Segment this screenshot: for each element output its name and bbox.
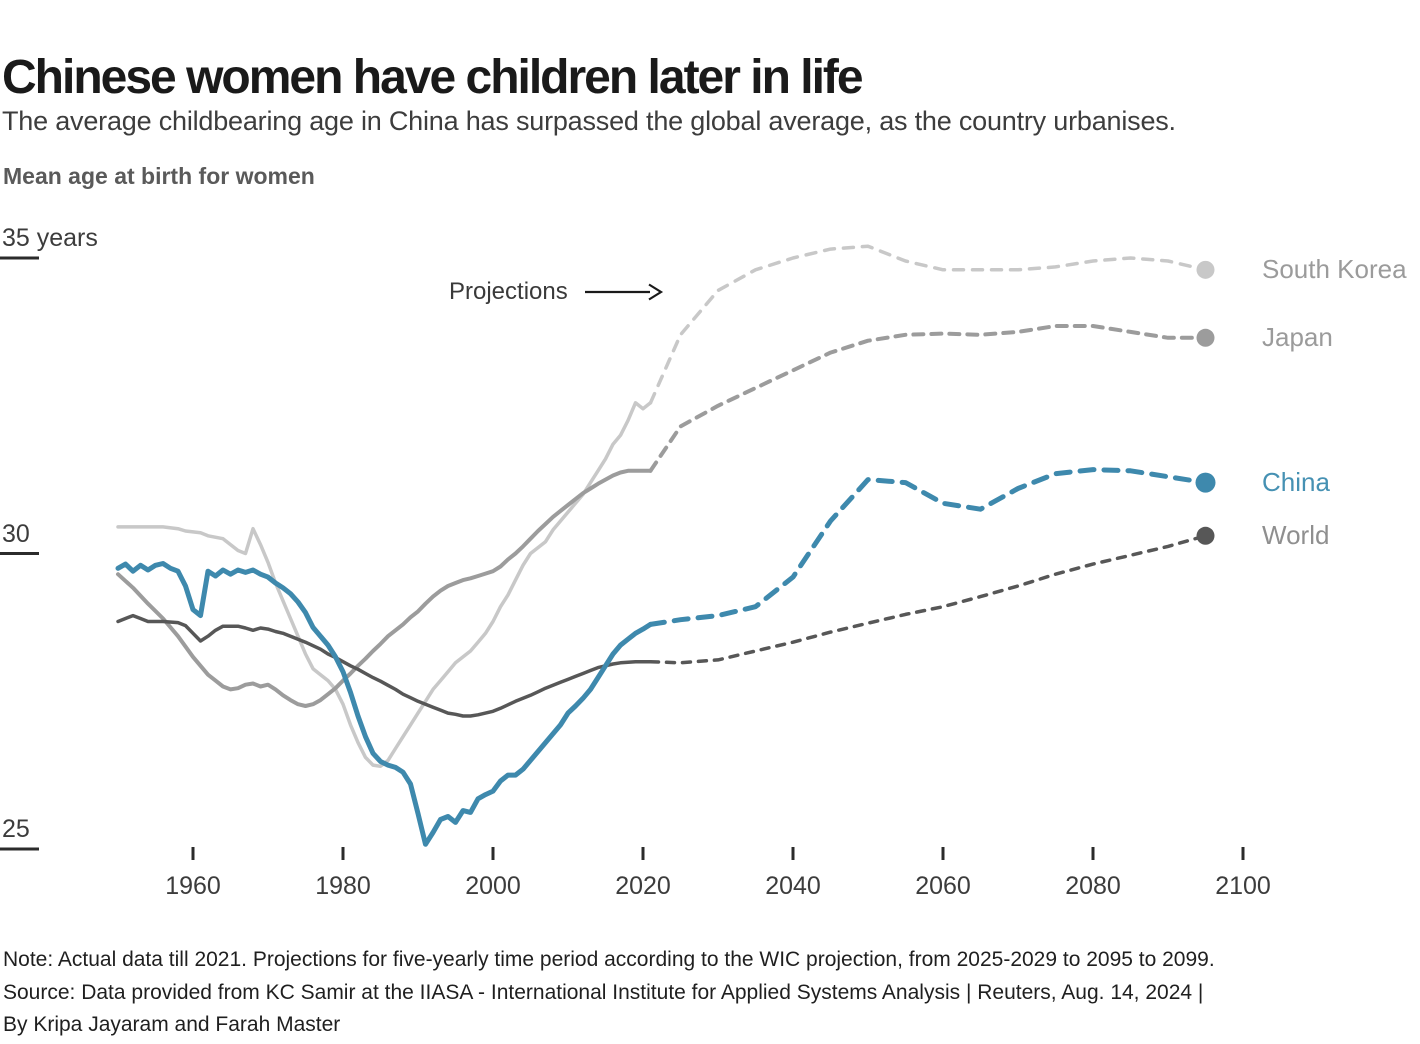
- y-axis-label-35: 35 years: [2, 224, 98, 252]
- page-subtitle: The average childbearing age in China ha…: [2, 106, 1176, 136]
- x-axis-label: 1980: [315, 872, 371, 900]
- endpoint-dot-world: [1196, 526, 1215, 545]
- line-south_korea-actual: [116, 401, 653, 769]
- line-world-projection: [648, 534, 1208, 665]
- x-axis-label: 2100: [1215, 872, 1271, 900]
- x-axis-label: 2040: [765, 872, 821, 900]
- series-label-south-korea: South Korea: [1262, 253, 1407, 284]
- line-world-actual: [116, 613, 653, 718]
- line-china-projection: [648, 467, 1208, 627]
- x-axis-label: 2020: [615, 872, 671, 900]
- footer-byline: By Kripa Jayaram and Farah Master: [3, 1013, 341, 1036]
- page-title: Chinese women have children later in lif…: [2, 51, 864, 105]
- chart-title: Mean age at birth for women: [3, 163, 315, 189]
- x-axis-label: 1960: [165, 872, 221, 900]
- endpoint-dot-japan: [1196, 328, 1215, 347]
- endpoint-dot-south_korea: [1196, 260, 1215, 279]
- footer-source: Source: Data provided from KC Samir at t…: [3, 980, 1204, 1004]
- footer-note: Note: Actual data till 2021. Projections…: [3, 948, 1215, 971]
- line-japan-projection: [648, 324, 1208, 473]
- y-axis-label-30: 30: [2, 519, 30, 548]
- x-axis-label: 2080: [1065, 872, 1121, 900]
- line-china-actual: [115, 561, 653, 847]
- line-south_korea-projection: [648, 244, 1208, 405]
- endpoint-dot-china: [1195, 472, 1216, 493]
- chart-footer: Note: Actual data till 2021. Projections…: [3, 944, 1413, 1042]
- y-axis-label-25: 25: [2, 815, 30, 843]
- x-axis-label: 2000: [465, 872, 521, 900]
- projections-arrowhead: [648, 283, 664, 301]
- projections-annotation: Projections: [449, 278, 568, 305]
- series-label-japan: Japan: [1262, 321, 1333, 352]
- x-axis-label: 2060: [915, 872, 971, 900]
- series-label-world: World: [1262, 519, 1330, 550]
- series-label-china: China: [1262, 466, 1330, 497]
- line-japan-actual: [116, 468, 653, 708]
